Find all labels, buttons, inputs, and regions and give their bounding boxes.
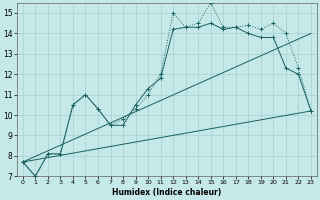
X-axis label: Humidex (Indice chaleur): Humidex (Indice chaleur) [112,188,221,197]
